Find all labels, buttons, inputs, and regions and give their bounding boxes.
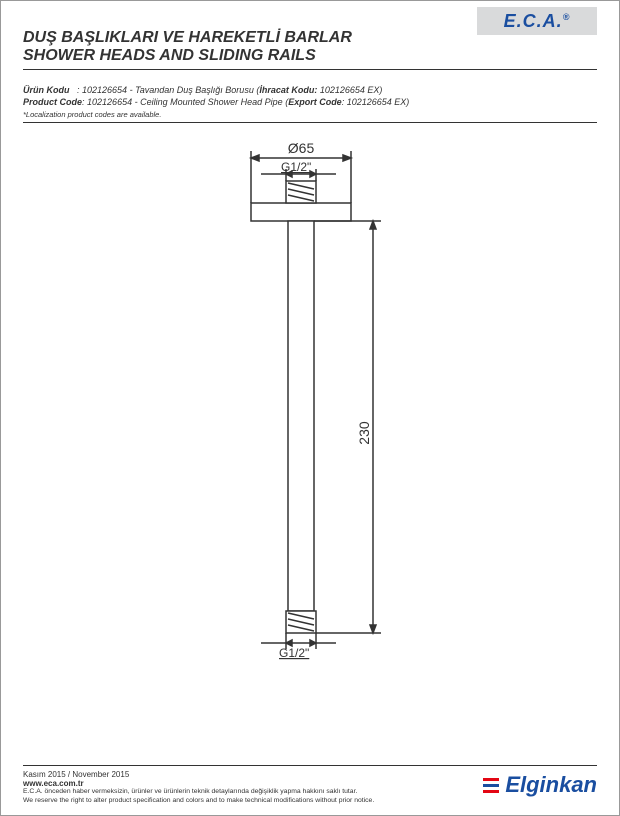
export-label-en: Export Code [288, 97, 342, 107]
export-code-en: 102126654 EX [347, 97, 407, 107]
product-code-row-tr: Ürün Kodu : 102126654 - Tavandan Duş Baş… [23, 84, 597, 96]
logo-bars-icon [483, 778, 499, 793]
thread-top-label: G1/2" [281, 160, 311, 174]
code-en: 102126654 [87, 97, 132, 107]
desc-en: Ceiling Mounted Shower Head Pipe [140, 97, 283, 107]
label-en: Product Code [23, 97, 82, 107]
code-tr: 102126654 [82, 85, 127, 95]
brand-logo-top-text: E.C.A.® [504, 11, 571, 32]
product-info: Ürün Kodu : 102126654 - Tavandan Duş Baş… [23, 78, 597, 123]
export-code-tr: 102126654 EX [320, 85, 380, 95]
dim-top-label: Ø65 [288, 140, 315, 156]
product-note: *Localization product codes are availabl… [23, 110, 161, 119]
header: E.C.A.® DUŞ BAŞLIKLARI VE HAREKETLİ BARL… [1, 1, 619, 78]
height-label: 230 [356, 422, 372, 446]
page-title-en: SHOWER HEADS AND SLIDING RAILS [23, 47, 597, 70]
export-label-tr: İhracat Kodu: [259, 85, 317, 95]
desc-tr: Tavandan Duş Başlığı Borusu [135, 85, 254, 95]
brand-logo-top: E.C.A.® [477, 7, 597, 35]
footer: Kasım 2015 / November 2015 www.eca.com.t… [23, 765, 597, 805]
brand-logo-bottom-text: Elginkan [505, 772, 597, 798]
thread-bottom-label: G1/2" [279, 646, 309, 660]
brand-logo-bottom: Elginkan [483, 772, 597, 798]
label-tr: Ürün Kodu [23, 85, 70, 95]
product-code-row-en: Product Code: 102126654 - Ceiling Mounte… [23, 96, 597, 108]
technical-diagram: Ø65 G1/2" 230 G1/2" [1, 133, 619, 693]
